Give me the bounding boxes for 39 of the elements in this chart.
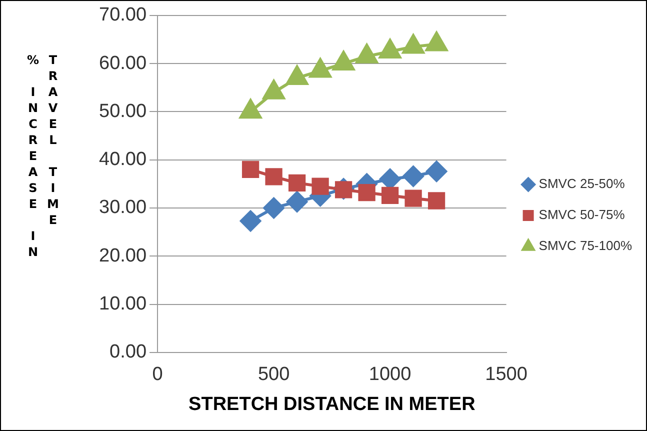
legend-label: SMVC 25-50% bbox=[538, 176, 626, 192]
point bbox=[286, 191, 308, 212]
y-tick-label: 10.00 bbox=[99, 293, 147, 314]
point bbox=[288, 174, 306, 192]
point bbox=[426, 160, 448, 182]
point bbox=[404, 190, 422, 207]
point bbox=[312, 178, 329, 195]
x-tick-label: 500 bbox=[258, 364, 290, 386]
y-axis-title: % INCREASE IN TRAVEL TIME bbox=[25, 53, 61, 263]
point bbox=[263, 197, 284, 218]
y-tick-label: 70.00 bbox=[99, 4, 147, 26]
point bbox=[358, 184, 376, 202]
y-tick-label: 60.00 bbox=[99, 52, 147, 74]
y-tick-label: 30.00 bbox=[99, 197, 147, 218]
y-tick-label: 20.00 bbox=[99, 245, 147, 266]
y-tick-label: 0.00 bbox=[110, 342, 147, 363]
x-axis-title: STRETCH DISTANCE IN METER bbox=[188, 394, 476, 415]
legend-label: SMVC 75-100% bbox=[538, 238, 632, 254]
point bbox=[262, 80, 285, 100]
point bbox=[240, 210, 262, 232]
y-tick-label: 50.00 bbox=[99, 100, 147, 122]
legend-label: SMVC 50-75% bbox=[538, 207, 626, 222]
point bbox=[265, 168, 282, 186]
point bbox=[240, 99, 262, 119]
point bbox=[356, 44, 378, 64]
point bbox=[381, 186, 399, 204]
point bbox=[332, 51, 355, 71]
point bbox=[379, 39, 402, 59]
point bbox=[286, 65, 308, 85]
x-tick-label: 1000 bbox=[368, 364, 412, 386]
point bbox=[402, 34, 424, 54]
point bbox=[426, 32, 448, 52]
x-tick-label: 0 bbox=[152, 364, 163, 386]
point bbox=[242, 160, 260, 178]
point bbox=[402, 166, 424, 187]
point bbox=[309, 58, 332, 78]
x-tick-label: 1500 bbox=[485, 364, 528, 386]
y-tick-label: 40.00 bbox=[99, 149, 147, 170]
point bbox=[428, 192, 446, 210]
